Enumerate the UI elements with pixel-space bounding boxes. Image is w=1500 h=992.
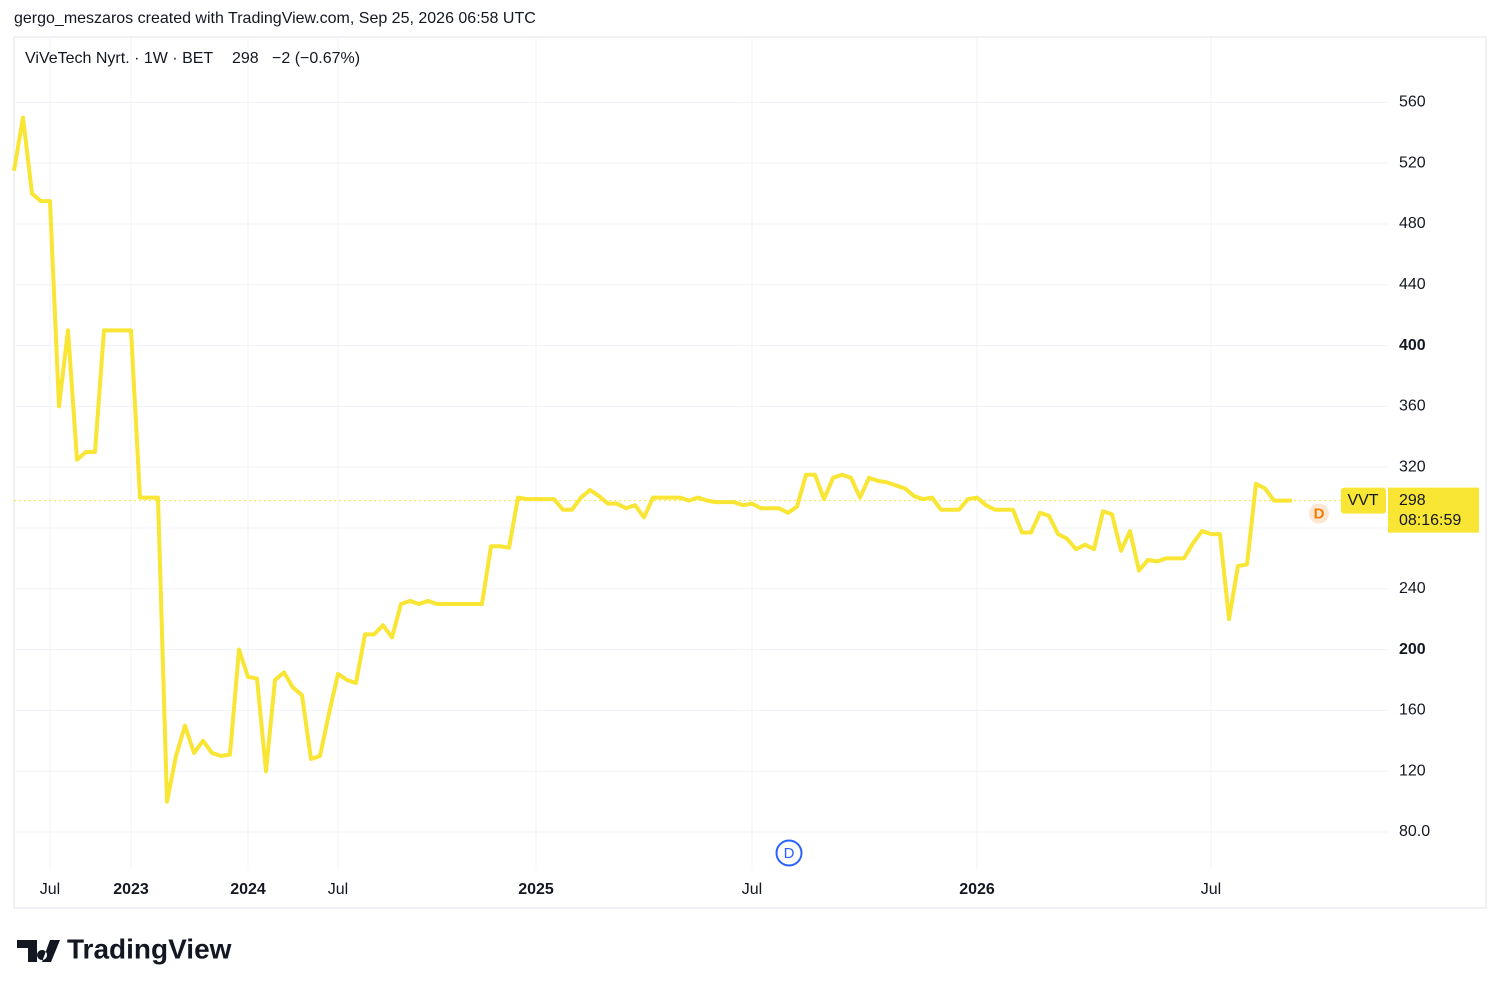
x-tick-label: 2024 [230, 881, 266, 898]
event-marker-label: D [784, 845, 795, 862]
grid [14, 37, 1388, 870]
x-tick-label: 2023 [113, 881, 149, 898]
y-tick-label: 520 [1399, 154, 1426, 171]
x-tick-label: Jul [40, 881, 60, 898]
y-tick-label: 200 [1399, 641, 1426, 658]
x-tick-label: Jul [328, 881, 348, 898]
legend-price: 298 [232, 50, 259, 67]
brand-logo: TradingView [17, 933, 232, 964]
brand: TradingView [67, 933, 232, 964]
countdown: 08:16:59 [1399, 512, 1461, 529]
symbol-label: VVT [1347, 492, 1378, 509]
event-marker [775, 839, 803, 867]
price-line [12, 115, 1292, 804]
symbol-tag [1341, 487, 1386, 514]
y-tick-label: 560 [1399, 94, 1426, 111]
price-tag [1388, 487, 1479, 533]
y-tick-label: 160 [1399, 702, 1426, 719]
x-tick-label: 2026 [959, 881, 995, 898]
plot [12, 115, 1388, 804]
chart-frame [13, 36, 1487, 909]
dividend-marker-bg [1309, 503, 1329, 524]
price-tag-value: 298 [1399, 492, 1426, 509]
y-tick-label: 80.0 [1399, 823, 1430, 840]
y-tick-label: 440 [1399, 276, 1426, 293]
y-tick-label: 360 [1399, 398, 1426, 415]
x-tick-label: Jul [742, 881, 762, 898]
y-tick-label: 480 [1399, 215, 1426, 232]
x-tick-label: 2025 [518, 881, 554, 898]
y-tick-label: 120 [1399, 762, 1426, 779]
chart-title: ViVeTech Nyrt. · 1W · BET [25, 50, 213, 67]
dividend-marker: D [1314, 506, 1325, 523]
y-tick-label: 240 [1399, 580, 1426, 597]
y-tick-label: 400 [1399, 337, 1426, 354]
y-tick-label: 320 [1399, 458, 1426, 475]
axes: 80.0120160200240280320360400440480520560… [40, 94, 1479, 898]
header: gergo_meszaros created with TradingView.… [14, 10, 536, 27]
legend-change: −2 (−0.67%) [272, 50, 360, 67]
x-tick-label: Jul [1201, 881, 1221, 898]
